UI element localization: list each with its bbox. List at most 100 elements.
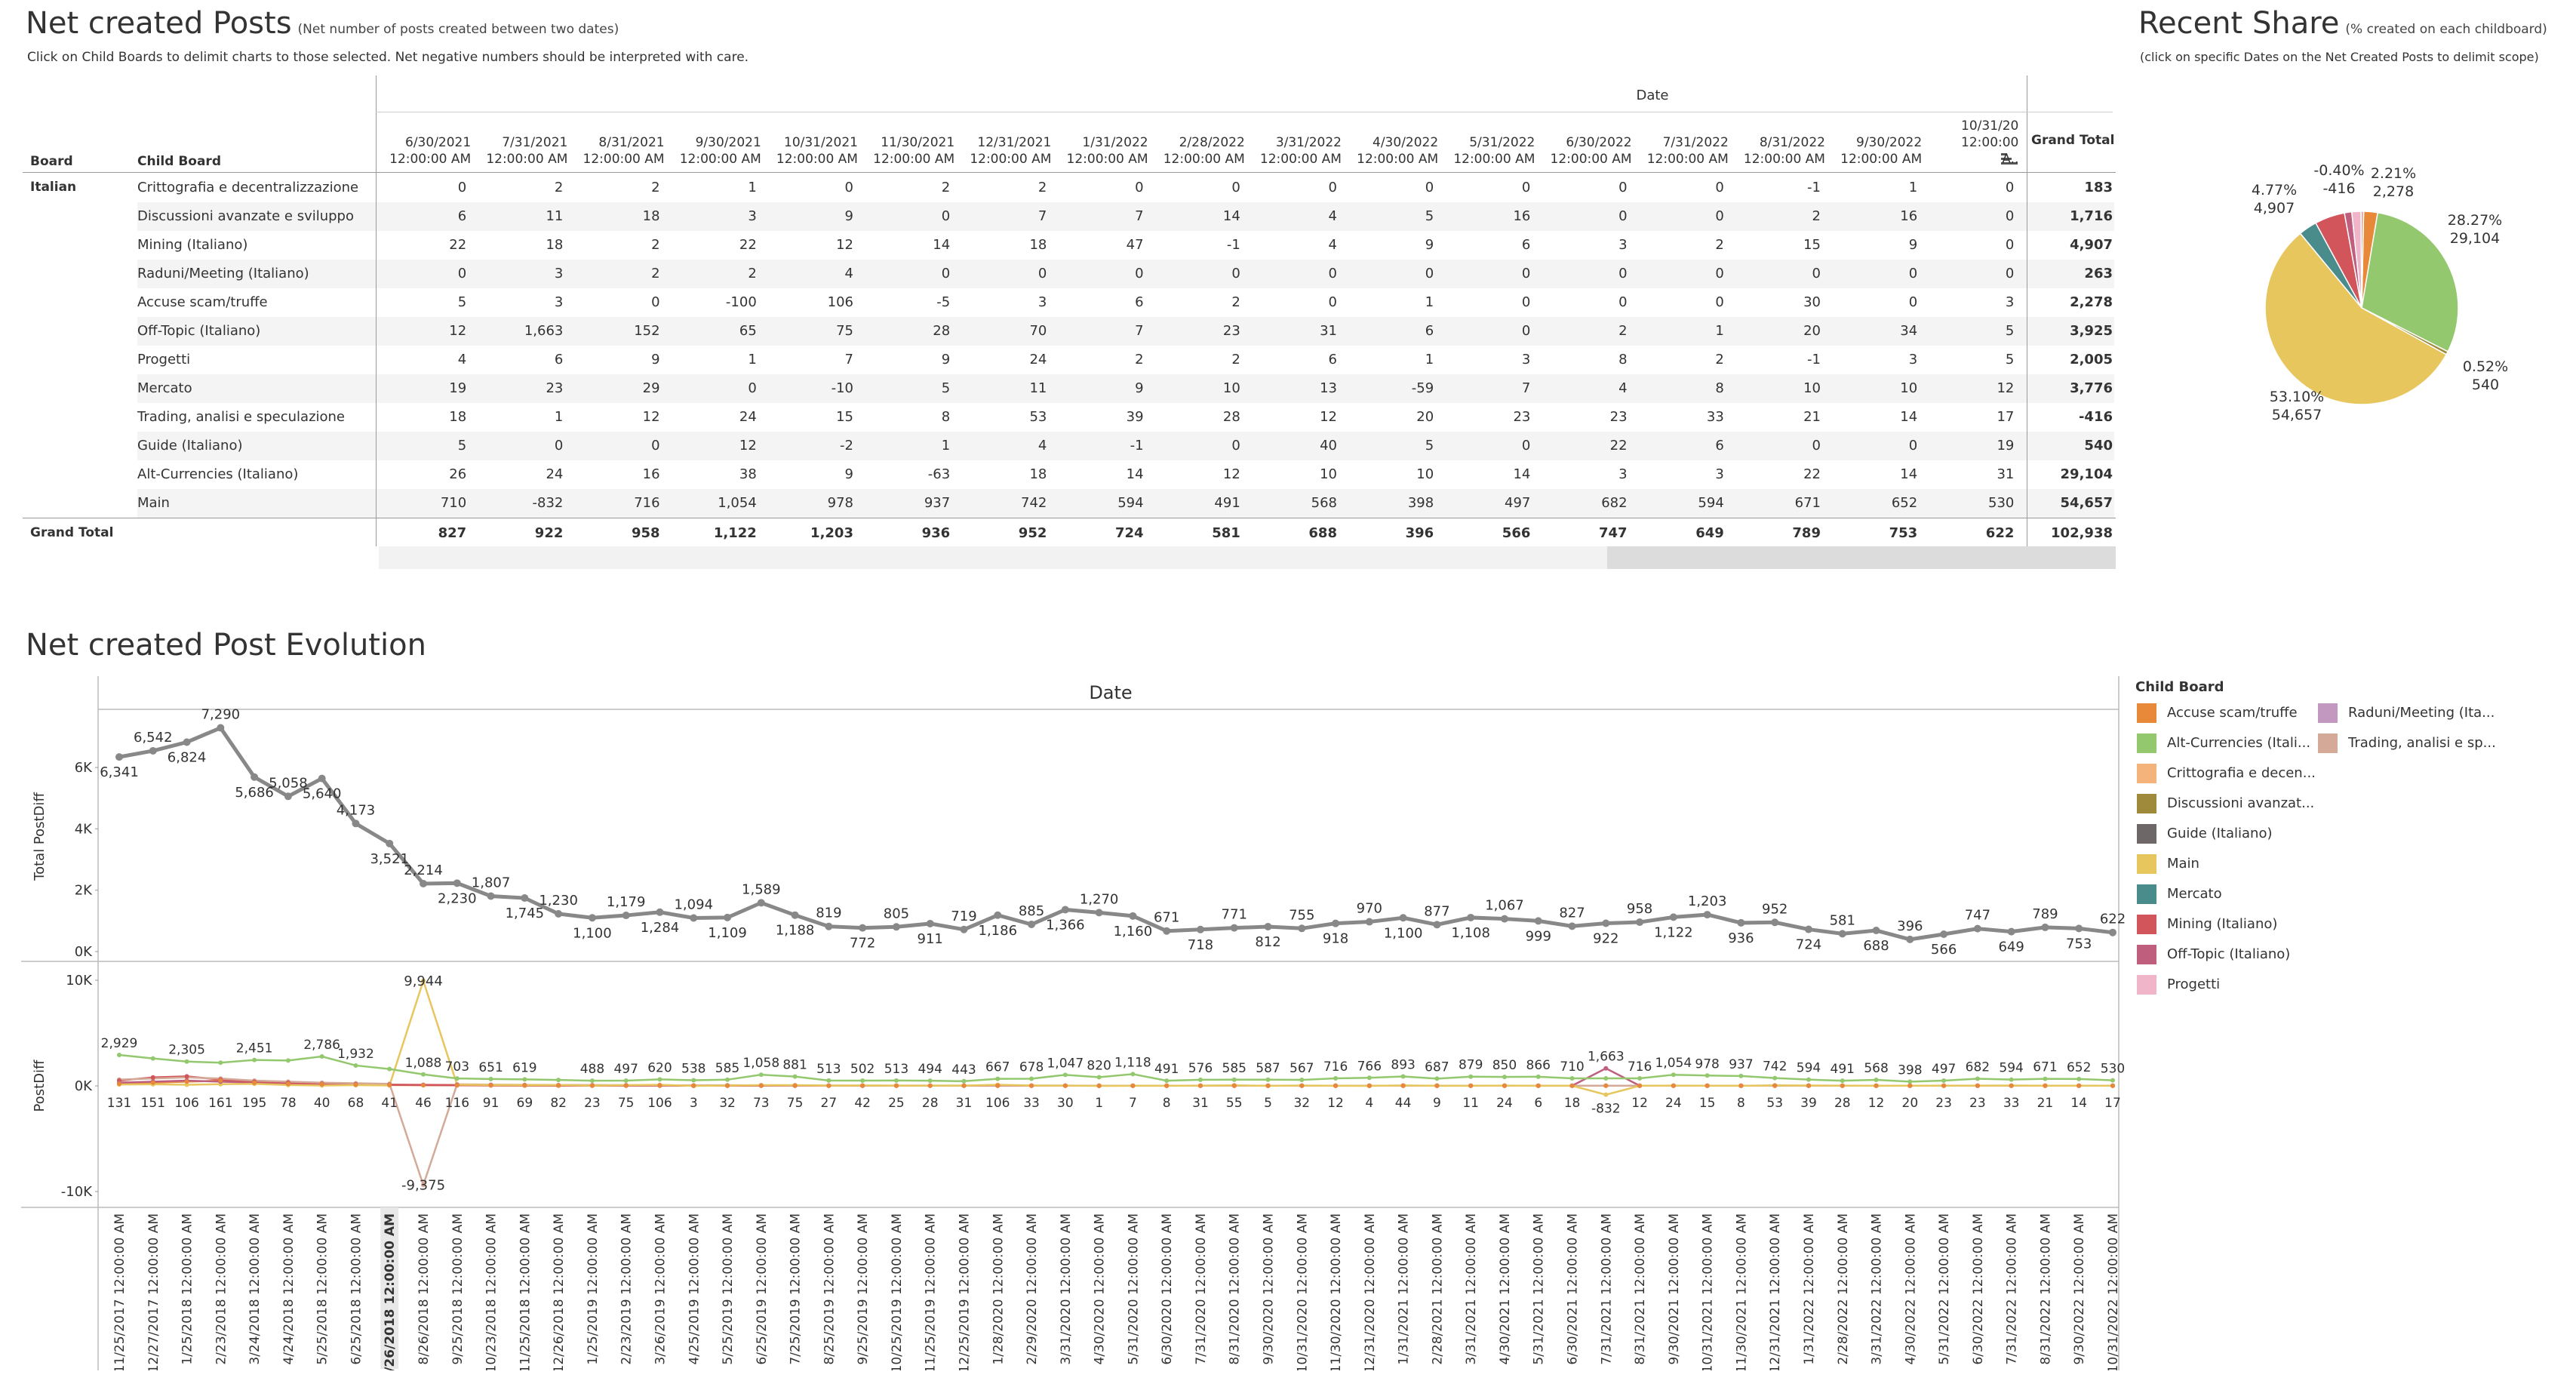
child-board-name[interactable]: Mining (Italiano) (137, 237, 248, 253)
postdiff-point[interactable] (1975, 1083, 1980, 1088)
pie-slice[interactable] (2360, 211, 2365, 309)
x-tick-label[interactable]: 4/30/2022 12:00:00 AM (1903, 1213, 1918, 1365)
postdiff-point[interactable] (2009, 1083, 2014, 1088)
postdiff-point[interactable] (1231, 1083, 1237, 1088)
postdiff-point[interactable] (623, 1078, 629, 1084)
total-point[interactable] (1500, 915, 1508, 923)
x-tick-label[interactable]: 10/31/2021 12:00:00 AM (1701, 1213, 1716, 1370)
postdiff-point[interactable] (1535, 1083, 1541, 1088)
x-tick-label[interactable]: 6/30/2021 12:00:00 AM (1566, 1213, 1581, 1365)
postdiff-point[interactable] (1333, 1075, 1339, 1081)
postdiff-point[interactable] (1400, 1074, 1406, 1079)
postdiff-point[interactable] (1366, 1075, 1372, 1081)
x-tick-label[interactable]: 7/31/2020 12:00:00 AM (1194, 1213, 1209, 1365)
postdiff-point[interactable] (1434, 1083, 1440, 1088)
postdiff-point[interactable] (285, 1081, 290, 1087)
total-point[interactable] (791, 911, 799, 919)
postdiff-point[interactable] (1502, 1083, 1507, 1088)
total-point[interactable] (1771, 918, 1779, 927)
child-board-name[interactable]: Off-Topic (Italiano) (137, 323, 261, 339)
x-tick-label[interactable]: 9/30/2021 12:00:00 AM (1667, 1213, 1682, 1365)
postdiff-point[interactable] (1231, 1077, 1237, 1082)
x-tick-label[interactable]: 12/27/2017 12:00:00 AM (146, 1213, 161, 1370)
total-point[interactable] (1467, 913, 1475, 921)
postdiff-point[interactable] (961, 1078, 967, 1084)
postdiff-point[interactable] (725, 1077, 730, 1082)
postdiff-point[interactable] (826, 1083, 832, 1088)
x-tick-label[interactable]: 12/26/2018 12:00:00 AM (552, 1213, 567, 1370)
x-tick-label[interactable]: 6/25/2018 12:00:00 AM (349, 1213, 364, 1365)
legend-item[interactable]: Discussioni avanzat... (2137, 794, 2314, 813)
total-point[interactable] (825, 922, 833, 930)
total-point[interactable] (1534, 917, 1542, 925)
postdiff-point[interactable] (184, 1079, 189, 1084)
x-tick-label[interactable]: 6/30/2022 12:00:00 AM (1971, 1213, 1986, 1365)
legend-item[interactable]: Off-Topic (Italiano) (2137, 945, 2290, 964)
total-point[interactable] (352, 820, 360, 828)
postdiff-point[interactable] (1603, 1083, 1609, 1088)
date-column-header[interactable]: 5/31/2022 12:00:00 AM (1443, 134, 1535, 168)
x-tick-label[interactable]: 4/30/2020 12:00:00 AM (1093, 1213, 1108, 1365)
total-point[interactable] (757, 899, 765, 907)
total-point[interactable] (1095, 909, 1103, 917)
postdiff-point[interactable] (454, 1076, 460, 1081)
x-tick-label[interactable]: 1/31/2022 12:00:00 AM (1802, 1213, 1817, 1365)
total-point[interactable] (1230, 924, 1238, 932)
postdiff-point[interactable] (285, 1058, 290, 1063)
date-column-header[interactable]: 7/31/2021 12:00:00 AM (475, 134, 567, 168)
postdiff-point[interactable] (792, 1083, 798, 1088)
postdiff-point[interactable] (218, 1060, 223, 1066)
postdiff-point[interactable] (1603, 1066, 1609, 1071)
scroll-thumb[interactable] (1607, 546, 2116, 569)
total-point[interactable] (183, 738, 191, 746)
postdiff-point[interactable] (117, 1052, 121, 1057)
sort-icon[interactable] (2000, 151, 2019, 166)
x-tick-label[interactable]: 1/28/2020 12:00:00 AM (991, 1213, 1006, 1365)
x-tick-label[interactable]: 6/25/2019 12:00:00 AM (755, 1213, 770, 1365)
total-point[interactable] (656, 908, 664, 916)
postdiff-point[interactable] (421, 978, 426, 983)
x-tick-label[interactable]: 5/25/2019 12:00:00 AM (721, 1213, 736, 1365)
postdiff-point[interactable] (1029, 1083, 1034, 1088)
postdiff-point[interactable] (2043, 1076, 2048, 1081)
child-board-name[interactable]: Trading, analisi e speculazione (137, 409, 346, 425)
total-point[interactable] (1906, 935, 1914, 943)
total-point[interactable] (1940, 930, 1948, 938)
postdiff-point[interactable] (1502, 1075, 1507, 1080)
total-point[interactable] (2109, 928, 2116, 936)
total-point[interactable] (1973, 924, 1981, 933)
child-board-name[interactable]: Alt-Currencies (Italiano) (137, 466, 299, 482)
x-tick-label[interactable]: 4/25/2019 12:00:00 AM (687, 1213, 702, 1365)
legend-item[interactable]: Alt-Currencies (Itali... (2137, 733, 2310, 753)
total-point[interactable] (1804, 925, 1812, 933)
date-column-header[interactable]: 1/31/2022 12:00:00 AM (1056, 134, 1148, 168)
postdiff-point[interactable] (2009, 1077, 2014, 1082)
postdiff-point[interactable] (150, 1080, 155, 1085)
legend-item[interactable]: Progetti (2137, 975, 2220, 995)
postdiff-point[interactable] (1164, 1078, 1170, 1084)
total-point[interactable] (960, 925, 968, 933)
postdiff-point[interactable] (2110, 1083, 2115, 1088)
x-tick-label[interactable]: 12/31/2020 12:00:00 AM (1363, 1213, 1378, 1370)
postdiff-point[interactable] (1840, 1083, 1845, 1088)
child-board-name[interactable]: Progetti (137, 352, 191, 367)
total-point[interactable] (1737, 918, 1745, 927)
total-point[interactable] (859, 924, 867, 932)
legend-item[interactable]: Raduni/Meeting (Ita... (2318, 703, 2495, 723)
total-point[interactable] (1298, 924, 1306, 933)
date-column-header[interactable]: 9/30/2021 12:00:00 AM (669, 134, 761, 168)
x-tick-label[interactable]: 11/25/2018 12:00:00 AM (518, 1213, 533, 1370)
x-tick-label[interactable]: 4/30/2021 12:00:00 AM (1498, 1213, 1513, 1365)
total-point[interactable] (521, 894, 529, 903)
postdiff-point[interactable] (1468, 1083, 1474, 1088)
x-tick-label[interactable]: 11/30/2020 12:00:00 AM (1329, 1213, 1344, 1370)
postdiff-point[interactable] (556, 1078, 561, 1083)
postdiff-point[interactable] (1806, 1077, 1811, 1082)
x-tick-label[interactable]: 11/25/2017 12:00:00 AM (112, 1213, 128, 1370)
postdiff-point[interactable] (218, 1078, 223, 1083)
postdiff-point[interactable] (252, 1080, 257, 1085)
postdiff-point[interactable] (252, 1057, 257, 1062)
total-point[interactable] (1568, 922, 1576, 930)
postdiff-point[interactable] (1434, 1076, 1440, 1081)
postdiff-point[interactable] (353, 1082, 358, 1087)
